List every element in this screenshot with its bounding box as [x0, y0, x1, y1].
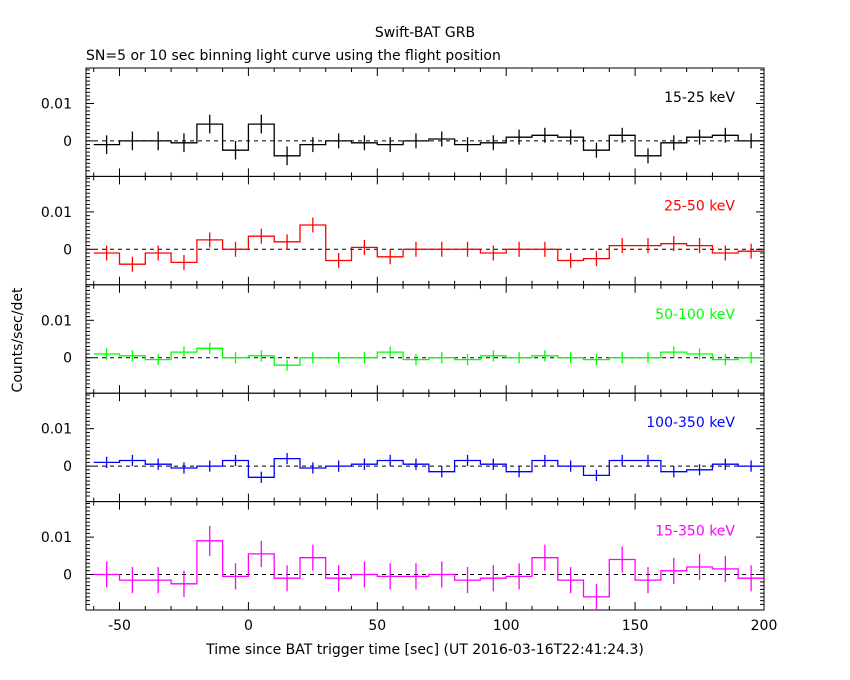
series-step-line — [93, 123, 764, 157]
panel-frame — [85, 501, 765, 611]
series-step-line — [93, 347, 764, 366]
x-tick-label: 50 — [368, 618, 386, 634]
x-tick-label: -50 — [108, 618, 131, 634]
panel-2: 0 0.01 50-100 keV — [41, 284, 765, 394]
x-tick-label: 0 — [244, 618, 253, 634]
x-tick-label: 200 — [751, 618, 778, 634]
panel-frame — [85, 67, 765, 177]
y-tick-label: 0 — [63, 351, 72, 367]
chart-subtitle: SN=5 or 10 sec binning light curve using… — [86, 48, 501, 64]
y-tick-label: 0.01 — [41, 422, 72, 438]
panel-3: 0 0.01 100-350 keV — [41, 392, 765, 503]
series-label: 100-350 keV — [646, 415, 735, 431]
panel-4: 0 0.01 15-350 keV -50 0 50 100 150 200 — [41, 501, 778, 634]
x-tick-label: 150 — [622, 618, 649, 634]
panel-1: 0 0.01 25-50 keV — [41, 175, 765, 286]
series-step-line — [93, 224, 764, 265]
panel-0: 0 0.01 15-25 keV — [41, 67, 765, 177]
x-axis-label: Time since BAT trigger time [sec] (UT 20… — [205, 642, 644, 658]
y-tick-label: 0.01 — [41, 530, 72, 546]
panel-frame — [85, 175, 765, 286]
series-label: 25-50 keV — [664, 198, 735, 214]
y-tick-label: 0 — [63, 242, 72, 258]
y-axis-label: Counts/sec/det — [10, 287, 26, 392]
y-tick-label: 0 — [63, 459, 72, 475]
y-tick-label: 0 — [63, 134, 72, 150]
panel-frame — [85, 284, 765, 394]
y-tick-label: 0.01 — [41, 313, 72, 329]
series-step-line — [93, 457, 764, 478]
y-tick-label: 0.01 — [41, 205, 72, 221]
series-label: 15-350 keV — [655, 524, 735, 540]
series-step-line — [93, 540, 764, 598]
series-label: 15-25 keV — [664, 90, 735, 106]
panel-frame — [85, 392, 765, 503]
y-tick-label: 0 — [63, 567, 72, 583]
y-tick-label: 0.01 — [41, 97, 72, 113]
series-label: 50-100 keV — [655, 307, 735, 323]
panels: 0 0.01 15-25 keV 0 0.01 25-50 keV 0 0.01 50-100 … — [41, 67, 778, 634]
x-tick-label: 100 — [493, 618, 520, 634]
chart-title: Swift-BAT GRB — [375, 25, 475, 41]
